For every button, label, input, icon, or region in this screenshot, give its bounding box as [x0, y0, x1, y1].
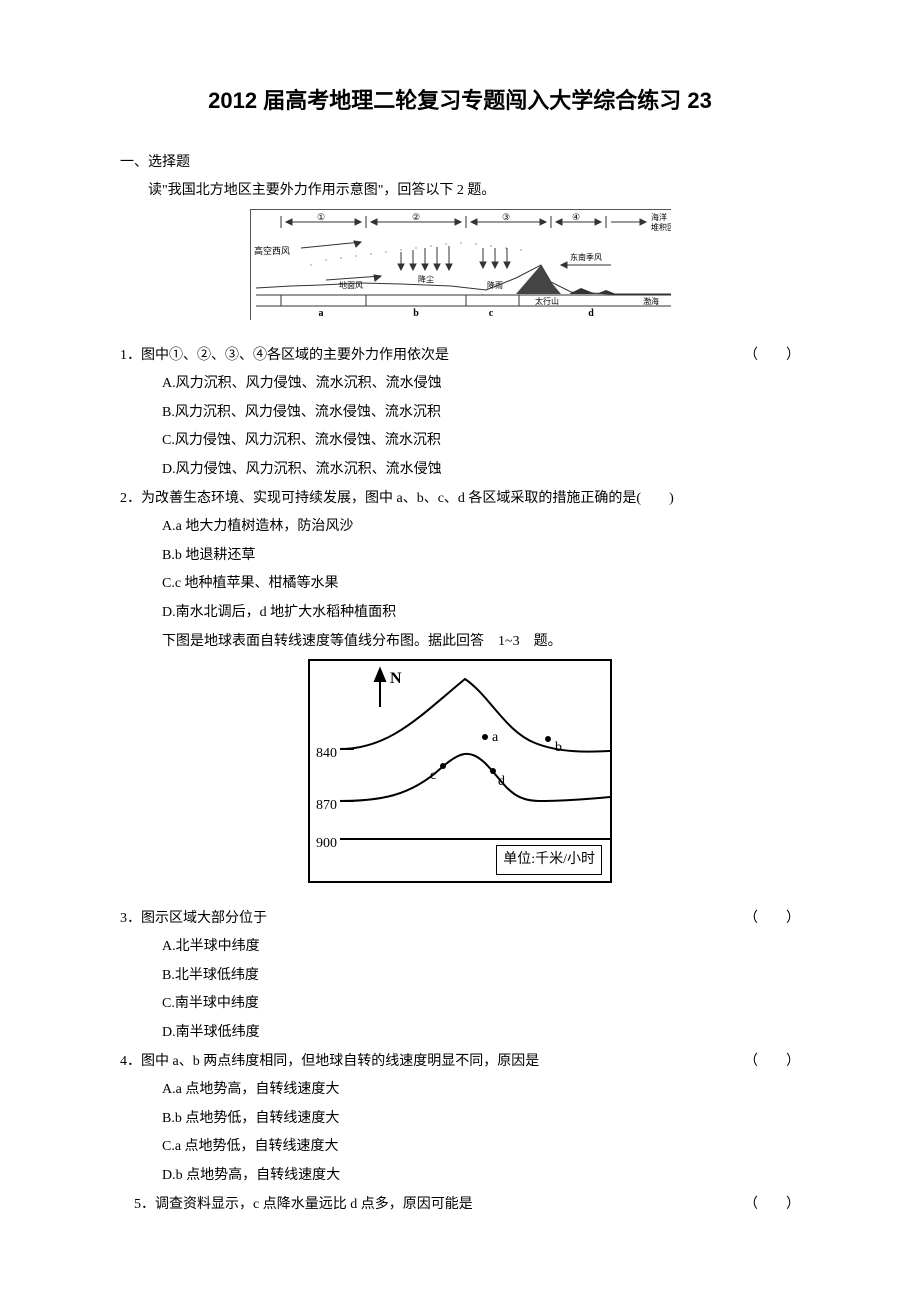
q2-options: A.a 地大力植树造林，防治风沙 B.b 地退耕还草 C.c 地种植苹果、柑橘等… [120, 514, 800, 626]
q4-opt-c: C.a 点地势低，自转线速度大 [162, 1134, 800, 1161]
mountain-label: 太行山 [535, 296, 559, 306]
zone-4-label: ④ [571, 212, 579, 222]
point-c-label: c [430, 768, 436, 783]
q2-opt-d: D.南水北调后，d 地扩大水稻种植面积 [162, 600, 800, 627]
figure-1-diagram: ① ② ③ ④ 海洋 堆积区 高空西风 地面风 [250, 209, 671, 320]
ocean-bottom: 堆积区 [651, 222, 671, 232]
q3-opt-a: A.北半球中纬度 [162, 934, 800, 961]
zone-1-label: ① [316, 212, 324, 222]
q3-opt-b: B.北半球低纬度 [162, 963, 800, 990]
tick-870: 870 [316, 793, 337, 820]
q2-opt-c: C.c 地种植苹果、柑橘等水果 [162, 571, 800, 598]
q1-options: A.风力沉积、风力侵蚀、流水沉积、流水侵蚀 B.风力沉积、风力侵蚀、流水侵蚀、流… [120, 371, 800, 483]
q3-options: A.北半球中纬度 B.北半球低纬度 C.南半球中纬度 D.南半球低纬度 [120, 934, 800, 1046]
zone-3-label: ③ [501, 212, 509, 222]
q1-opt-a: A.风力沉积、风力侵蚀、流水沉积、流水侵蚀 [162, 371, 800, 398]
tick-840: 840 [316, 741, 337, 768]
ocean-top: 海洋 [651, 212, 667, 222]
q4-paren: （ ） [728, 1049, 800, 1076]
section-heading: 一、选择题 [120, 150, 800, 177]
sea-label: 渤海 [643, 296, 659, 306]
q3-stem: 3．图示区域大部分位于 [120, 906, 267, 933]
point-d-label: d [498, 774, 505, 789]
north-label: N [390, 670, 402, 687]
q4-stem-row: 4．图中 a、b 两点纬度相同，但地球自转的线速度明显不同，原因是 （ ） [120, 1049, 800, 1076]
region-d-label: d [588, 308, 594, 319]
q4-opt-b: B.b 点地势低，自转线速度大 [162, 1106, 800, 1133]
q1-stem-row: 1．图中①、②、③、④各区域的主要外力作用依次是 （ ） [120, 343, 800, 370]
q1-opt-b: B.风力沉积、风力侵蚀、流水侵蚀、流水沉积 [162, 400, 800, 427]
q4-opt-a: A.a 点地势高，自转线速度大 [162, 1077, 800, 1104]
ground-wind-label: 地面风 [339, 280, 363, 290]
region-c-label: c [488, 308, 493, 319]
unit-label: 单位:千米/小时 [496, 845, 602, 876]
q3-opt-c: C.南半球中纬度 [162, 991, 800, 1018]
q1-opt-c: C.风力侵蚀、风力沉积、流水侵蚀、流水沉积 [162, 428, 800, 455]
region-a-label: a [318, 308, 323, 319]
q4-options: A.a 点地势高，自转线速度大 B.b 点地势低，自转线速度大 C.a 点地势低… [120, 1077, 800, 1189]
q2-opt-a: A.a 地大力植树造林，防治风沙 [162, 514, 800, 541]
point-b-label: b [555, 740, 562, 755]
q3-paren: （ ） [728, 906, 800, 933]
q3-opt-d: D.南半球低纬度 [162, 1020, 800, 1047]
tick-900: 900 [316, 831, 337, 858]
q3-stem-row: 3．图示区域大部分位于 （ ） [120, 906, 800, 933]
q4-opt-d: D.b 点地势高，自转线速度大 [162, 1163, 800, 1190]
q1-stem: 1．图中①、②、③、④各区域的主要外力作用依次是 [120, 343, 449, 370]
page-title: 2012 届高考地理二轮复习专题闯入大学综合练习 23 [120, 80, 800, 122]
west-wind-label: 高空西风 [254, 245, 290, 256]
q1-paren: （ ） [728, 343, 800, 370]
zone-2-label: ② [411, 212, 419, 222]
intro-text-2: 下图是地球表面自转线速度等值线分布图。据此回答 1~3 题。 [120, 629, 800, 656]
dust-label: 降尘 [418, 274, 434, 284]
monsoon-label: 东南季风 [570, 252, 602, 262]
figure-2-isoline-map: N a b c d 840 870 900 单位:千米 [308, 659, 612, 883]
q2-opt-b: B.b 地退耕还草 [162, 543, 800, 570]
q5-paren: （ ） [728, 1192, 800, 1219]
region-b-label: b [413, 308, 419, 319]
point-a-label: a [492, 730, 499, 745]
q5-stem: 5．调查资料显示，c 点降水量远比 d 点多，原因可能是 [134, 1192, 473, 1219]
intro-text-1: 读"我国北方地区主要外力作用示意图"，回答以下 2 题。 [120, 178, 800, 205]
q4-stem: 4．图中 a、b 两点纬度相同，但地球自转的线速度明显不同，原因是 [120, 1049, 539, 1076]
q2-stem: 2．为改善生态环境、实现可持续发展，图中 a、b、c、d 各区域采取的措施正确的… [120, 486, 800, 513]
q1-opt-d: D.风力侵蚀、风力沉积、流水沉积、流水侵蚀 [162, 457, 800, 484]
q5-stem-row: 5．调查资料显示，c 点降水量远比 d 点多，原因可能是 （ ） [120, 1192, 800, 1219]
